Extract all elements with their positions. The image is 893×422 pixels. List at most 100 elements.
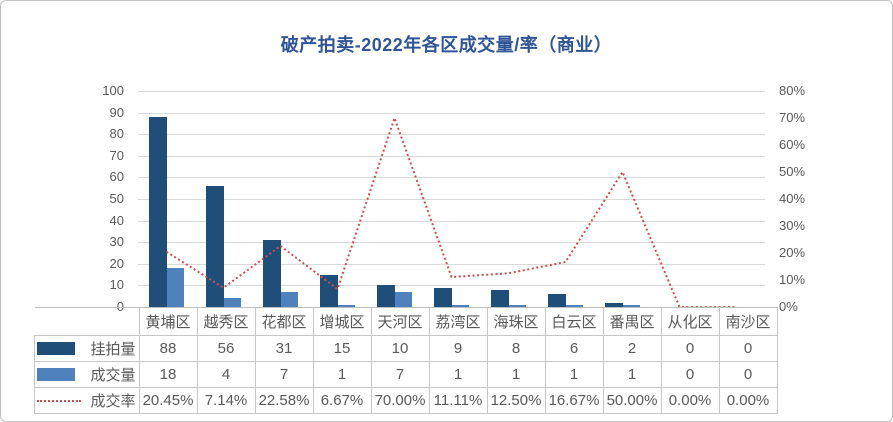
bar-listed [605,302,623,307]
rate-dotted-line [165,114,737,308]
bar-sold [452,304,469,307]
axis-tick-label: 100 [102,83,124,98]
bar-listed [377,285,395,307]
bar-sold [395,291,412,307]
value-cell: 1 [602,361,662,388]
value-cell: 7 [254,361,314,388]
gridline [138,285,765,287]
category-header-cell: 黄埔区 [138,307,198,336]
value-cell: 0.00% [718,387,778,414]
gridline [138,112,765,114]
value-cell: 8 [486,335,546,362]
bar-sold [509,304,526,307]
axis-tick-label: 0 [116,299,124,314]
value-cell: 18 [138,361,198,388]
axis-tick-label: 70 [109,147,124,163]
bar-listed [149,116,167,307]
series-legend-cell: 成交率 [34,387,140,414]
value-cell: 2 [602,335,662,362]
chart-title: 破产拍卖-2022年各区成交量/率（商业） [280,35,613,55]
gridline [138,134,765,136]
legend-bar-swatch [37,342,75,355]
axis-tick-label: 10% [779,272,806,287]
axis-tick-label: 60% [779,137,806,152]
value-cell: 0.00% [660,387,720,414]
category-header-cell: 越秀区 [196,307,256,336]
value-cell: 0 [660,335,720,362]
plot-area [138,91,765,308]
right-percent-axis: 80% 70% 60% 50% 40% 30% 20% 10% 0% [779,83,839,314]
axis-tick-label: 30% [779,218,806,233]
axis-tick-label: 20 [109,255,124,271]
axis-tick-label: 60 [109,169,124,185]
value-cell: 1 [428,361,488,388]
gridline [138,91,765,92]
axis-tick-label: 70% [779,110,806,125]
axis-tick-label: 40 [109,212,124,228]
axis-tick-label: 90 [109,104,124,120]
bar-listed [206,186,224,307]
bar-sold [623,304,640,307]
value-cell: 4 [196,361,256,388]
value-cell: 0 [718,361,778,388]
axis-tick-label: 30 [109,234,124,250]
axis-tick-label: 20% [779,245,806,260]
bar-listed [263,240,281,307]
category-header-cell: 番禺区 [602,307,662,336]
value-cell: 0 [660,361,720,388]
axis-tick-label: 0% [779,299,798,314]
gridline [138,263,765,265]
series-name-label: 挂拍量 [90,341,136,358]
axis-tick-label: 10 [109,277,124,293]
data-table: 黄埔区 越秀区 花都区 增城区 天河区 荔湾区 海珠区 白云区 番禺区 从化区 南沙区 挂拍量 88 56… [34,307,778,414]
bar-sold [338,304,355,307]
rate-line-chart [165,114,737,308]
value-cell: 12.50% [486,387,546,414]
legend-bar-swatch [37,368,75,381]
category-header-cell: 从化区 [660,307,720,336]
bar-listed [434,287,452,307]
value-cell: 1 [486,361,546,388]
axis-tick-label: 80% [779,83,806,98]
value-cell: 15 [312,335,372,362]
table-corner-cell [34,307,139,336]
gridline [138,220,765,222]
bar-listed [548,294,566,307]
bar-sold [167,268,184,307]
value-cell: 0 [718,335,778,362]
bar-listed [320,274,338,307]
category-header-cell: 花都区 [254,307,314,336]
bar-sold [566,304,583,307]
value-cell: 1 [544,361,604,388]
value-cell: 7 [370,361,430,388]
category-header-cell: 南沙区 [718,307,778,336]
value-cell: 1 [312,361,372,388]
bar-listed [491,289,509,307]
value-cell: 31 [254,335,314,362]
series-name-label: 成交率 [90,393,136,410]
gridline [138,177,765,179]
gridline [138,242,765,244]
value-cell: 70.00% [370,387,430,414]
axis-tick-label: 40% [779,191,806,206]
bar-sold [281,291,298,307]
category-header-cell: 增城区 [312,307,372,336]
value-cell: 56 [196,335,256,362]
category-header-cell: 天河区 [370,307,430,336]
value-cell: 6 [544,335,604,362]
category-header-cell: 荔湾区 [428,307,488,336]
legend-dotted-line-swatch [37,399,81,402]
value-cell: 88 [138,335,198,362]
bar-sold [224,298,241,307]
value-cell: 11.11% [428,387,488,414]
value-cell: 20.45% [138,387,198,414]
category-header-cell: 海珠区 [486,307,546,336]
value-cell: 6.67% [312,387,372,414]
left-value-axis: 100 90 80 70 60 50 40 30 20 10 0 [1,83,131,314]
gridline [138,155,765,157]
axis-tick-label: 50 [109,191,124,206]
axis-tick-label: 50% [779,164,806,179]
value-cell: 50.00% [602,387,662,414]
series-legend-cell: 挂拍量 [34,335,140,362]
